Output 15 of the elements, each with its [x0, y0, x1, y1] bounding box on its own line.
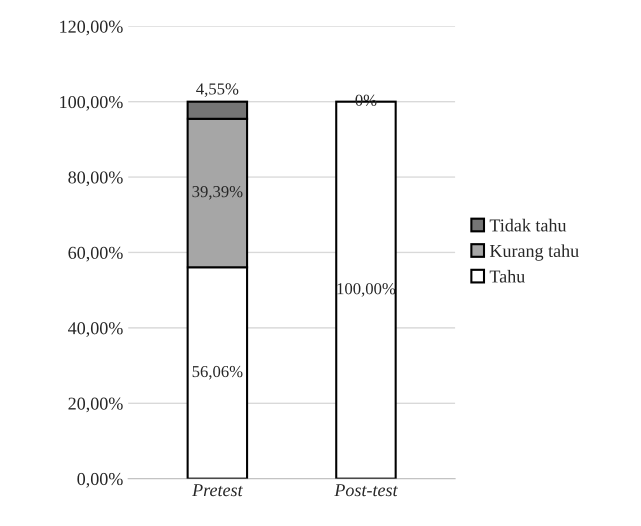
- y-tick-label: 60,00%: [68, 246, 123, 262]
- y-tick-label: 80,00%: [68, 171, 123, 186]
- legend-label: Kurang tahu: [490, 244, 579, 261]
- y-tick-label: 20,00%: [68, 398, 123, 412]
- legend-label: Tahu: [490, 270, 525, 283]
- data-label: 56,06%: [192, 366, 242, 380]
- data-label: 4,55%: [196, 83, 238, 97]
- x-tick-label: Pretest: [192, 484, 243, 496]
- legend-label: Tidak tahu: [490, 218, 566, 232]
- y-tick-label: 0,00%: [77, 472, 123, 488]
- x-tick-label: Post-test: [334, 484, 398, 496]
- y-tick-label: 100,00%: [60, 96, 123, 111]
- y-tick-label: 40,00%: [68, 322, 123, 337]
- data-label: 39,39%: [192, 186, 242, 200]
- y-tick-label: 120,00%: [60, 20, 123, 36]
